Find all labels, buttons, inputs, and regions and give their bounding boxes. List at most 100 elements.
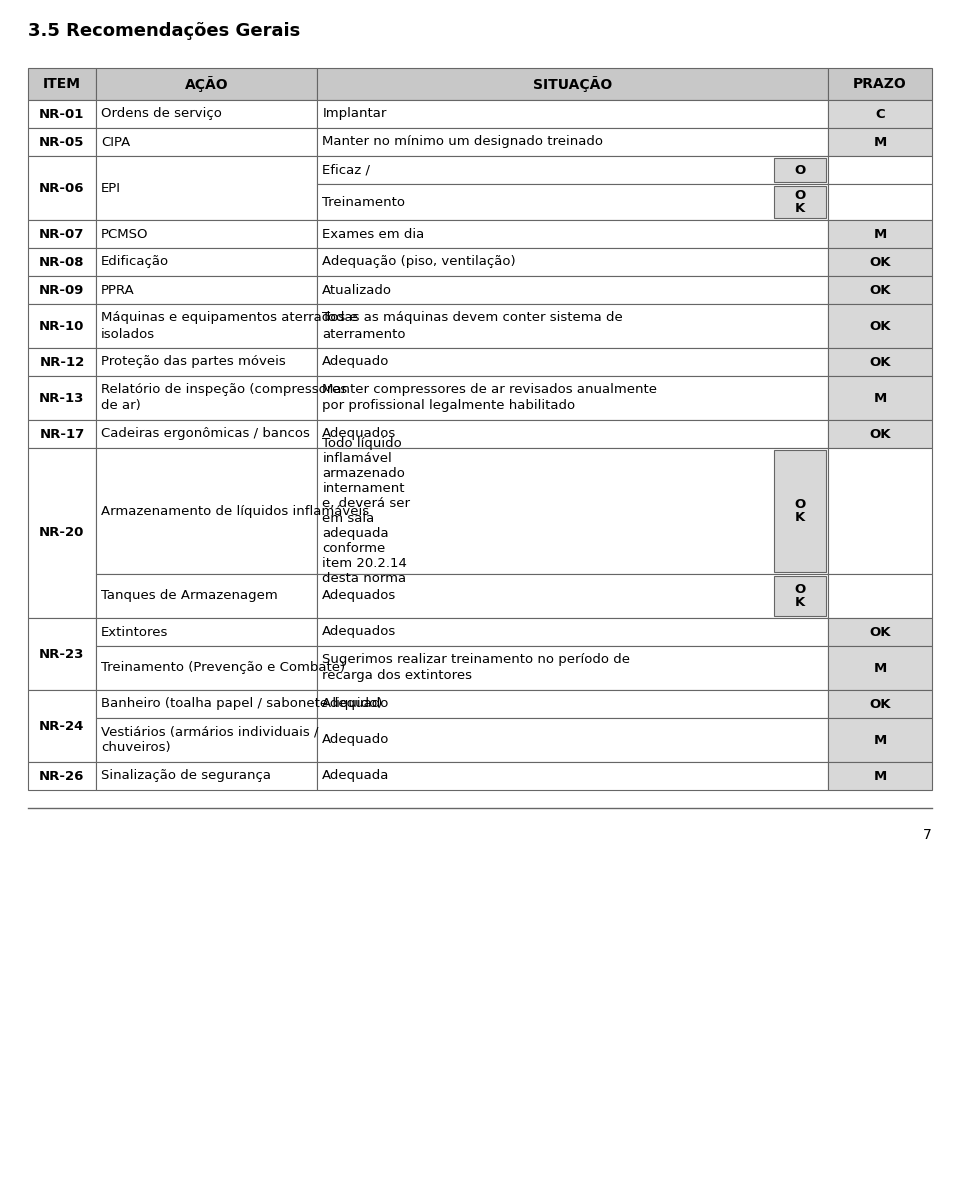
Bar [828, 617, 932, 646]
Text: Ordens de serviço: Ordens de serviço [101, 108, 222, 121]
Text: OK: OK [869, 428, 891, 440]
Text: NR-17: NR-17 [39, 428, 84, 440]
Bar [317, 100, 828, 128]
Text: Armazenamento de líquidos inflamáveis: Armazenamento de líquidos inflamáveis [101, 505, 369, 518]
Text: M: M [874, 662, 887, 675]
Text: Máquinas e equipamentos aterrados e
isolados: Máquinas e equipamentos aterrados e isol… [101, 312, 357, 341]
Text: Adequado: Adequado [323, 355, 390, 368]
Text: SITUAÇÃO: SITUAÇÃO [533, 76, 612, 92]
Bar [96, 219, 317, 248]
Bar [317, 156, 828, 183]
Text: M: M [874, 770, 887, 783]
Bar [828, 183, 932, 219]
Bar [28, 689, 96, 763]
Bar [828, 376, 932, 420]
Text: M: M [874, 135, 887, 149]
Text: NR-07: NR-07 [39, 228, 84, 241]
Text: C: C [876, 108, 885, 121]
Bar [96, 574, 317, 617]
Bar [317, 718, 828, 763]
Text: Sugerimos realizar treinamento no período de
recarga dos extintores: Sugerimos realizar treinamento no períod… [323, 653, 631, 682]
Bar [28, 617, 96, 689]
Bar [28, 448, 96, 617]
Bar [828, 574, 932, 617]
Text: NR-09: NR-09 [39, 283, 84, 296]
Bar [28, 128, 96, 156]
Text: OK: OK [869, 355, 891, 368]
Text: Tanques de Armazenagem: Tanques de Armazenagem [101, 590, 277, 603]
Text: Adequado: Adequado [323, 698, 390, 711]
Bar [317, 248, 828, 276]
Bar [774, 450, 826, 572]
Text: 7: 7 [924, 829, 932, 842]
Text: Adequada: Adequada [323, 770, 390, 783]
Bar [28, 348, 96, 376]
Bar [96, 248, 317, 276]
Text: O
K: O K [795, 583, 805, 609]
Bar [317, 276, 828, 305]
Bar [96, 718, 317, 763]
Bar [828, 763, 932, 790]
Bar [828, 128, 932, 156]
Text: Vestiários (armários individuais /
chuveiros): Vestiários (armários individuais / chuve… [101, 725, 319, 754]
Text: 3.5 Recomendações Gerais: 3.5 Recomendações Gerais [28, 22, 300, 40]
Text: CIPA: CIPA [101, 135, 130, 149]
Bar [317, 617, 828, 646]
Text: OK: OK [869, 698, 891, 711]
Text: OK: OK [869, 626, 891, 639]
Text: OK: OK [869, 319, 891, 332]
Text: NR-13: NR-13 [39, 392, 84, 404]
Text: NR-24: NR-24 [39, 719, 84, 733]
Text: Todo líquido
inflamável
armazenado
internament
e, deverá ser
em sala
adequada
co: Todo líquido inflamável armazenado inter… [323, 436, 410, 585]
Text: PCMSO: PCMSO [101, 228, 148, 241]
Bar [317, 348, 828, 376]
Text: Manter no mínimo um designado treinado: Manter no mínimo um designado treinado [323, 135, 603, 149]
Bar [828, 420, 932, 448]
Bar [828, 68, 932, 100]
Bar [317, 689, 828, 718]
Bar [317, 219, 828, 248]
Text: O: O [795, 163, 805, 176]
Bar [28, 68, 96, 100]
Bar [828, 348, 932, 376]
Bar [96, 420, 317, 448]
Bar [96, 100, 317, 128]
Bar [28, 763, 96, 790]
Text: Banheiro (toalha papel / sabonete liquido): Banheiro (toalha papel / sabonete liquid… [101, 698, 382, 711]
Bar [96, 646, 317, 689]
Text: NR-10: NR-10 [39, 319, 84, 332]
Bar [28, 420, 96, 448]
Bar [96, 376, 317, 420]
Text: EPI: EPI [101, 181, 121, 194]
Text: Proteção das partes móveis: Proteção das partes móveis [101, 355, 285, 368]
Bar [317, 183, 828, 219]
Text: O
K: O K [795, 189, 805, 215]
Text: ITEM: ITEM [43, 77, 81, 91]
Text: NR-06: NR-06 [39, 181, 84, 194]
Bar [774, 186, 826, 218]
Text: M: M [874, 392, 887, 404]
Text: OK: OK [869, 255, 891, 269]
Text: Relatório de inspeção (compressores
de ar): Relatório de inspeção (compressores de a… [101, 384, 347, 412]
Text: Adequados: Adequados [323, 626, 396, 639]
Bar [317, 574, 828, 617]
Bar [96, 348, 317, 376]
Bar [828, 718, 932, 763]
Text: Adequados: Adequados [323, 590, 396, 603]
Text: Atualizado: Atualizado [323, 283, 393, 296]
Bar [96, 763, 317, 790]
Bar [828, 276, 932, 305]
Bar [828, 156, 932, 183]
Bar [96, 276, 317, 305]
Bar [317, 305, 828, 348]
Text: PRAZO: PRAZO [853, 77, 907, 91]
Text: Treinamento (Prevenção e Combate): Treinamento (Prevenção e Combate) [101, 662, 345, 675]
Bar [774, 576, 826, 616]
Bar [28, 376, 96, 420]
Bar [317, 448, 828, 574]
Bar [828, 248, 932, 276]
Bar [28, 100, 96, 128]
Bar [317, 376, 828, 420]
Bar [828, 646, 932, 689]
Text: Edificação: Edificação [101, 255, 169, 269]
